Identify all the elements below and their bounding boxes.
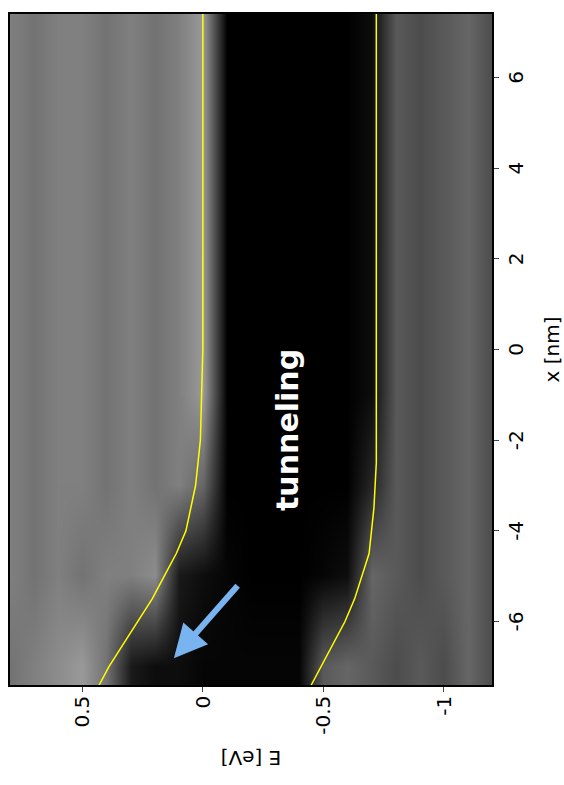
svg-text:-0.5: -0.5: [311, 696, 335, 735]
svg-text:E [eV]: E [eV]: [221, 746, 282, 770]
svg-text:-6: -6: [504, 612, 528, 632]
svg-text:0: 0: [504, 343, 528, 356]
svg-text:-2: -2: [504, 430, 528, 450]
svg-text:-4: -4: [504, 521, 528, 541]
svg-text:x [nm]: x [nm]: [540, 317, 564, 383]
svg-text:6: 6: [504, 71, 528, 84]
svg-text:tunneling: tunneling: [270, 349, 305, 511]
svg-text:0: 0: [191, 696, 215, 709]
svg-text:2: 2: [504, 252, 528, 265]
svg-text:-1: -1: [432, 696, 456, 716]
svg-text:0.5: 0.5: [70, 696, 94, 728]
svg-text:4: 4: [504, 162, 528, 175]
